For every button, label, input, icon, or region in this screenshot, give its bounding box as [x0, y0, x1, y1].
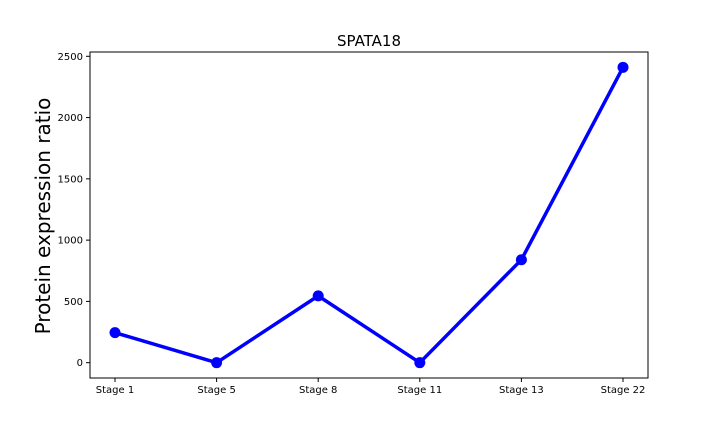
y-tick-label: 1000	[58, 236, 83, 247]
y-tick-label: 500	[64, 297, 83, 308]
data-point	[617, 61, 629, 73]
chart-title: SPATA18	[337, 32, 401, 50]
y-tick-label: 2500	[58, 52, 83, 63]
y-axis-label: Protein expression ratio	[31, 98, 55, 335]
plot-frame	[89, 51, 649, 379]
x-tick-label: Stage 11	[397, 385, 442, 396]
x-tick-label: Stage 1	[96, 385, 134, 396]
data-point	[211, 357, 223, 369]
data-point	[515, 254, 527, 266]
x-tick-label: Stage 13	[499, 385, 544, 396]
y-tick-label: 0	[77, 358, 83, 369]
x-axis-ticks: Stage 1 Stage 5 Stage 8 Stage 11 Stage 13 Sta…	[96, 378, 646, 396]
y-axis-ticks: 0 500 1000 1500 2000 2500	[58, 52, 90, 369]
x-tick-label: Stage 22	[601, 385, 646, 396]
x-tick-label: Stage 8	[299, 385, 337, 396]
data-point	[109, 327, 121, 339]
series-group	[109, 61, 629, 369]
data-point	[414, 357, 426, 369]
series-line	[114, 66, 625, 365]
x-tick-label: Stage 5	[197, 385, 235, 396]
y-tick-label: 1500	[58, 174, 83, 185]
y-tick-label: 2000	[58, 113, 83, 124]
data-point	[312, 290, 324, 302]
